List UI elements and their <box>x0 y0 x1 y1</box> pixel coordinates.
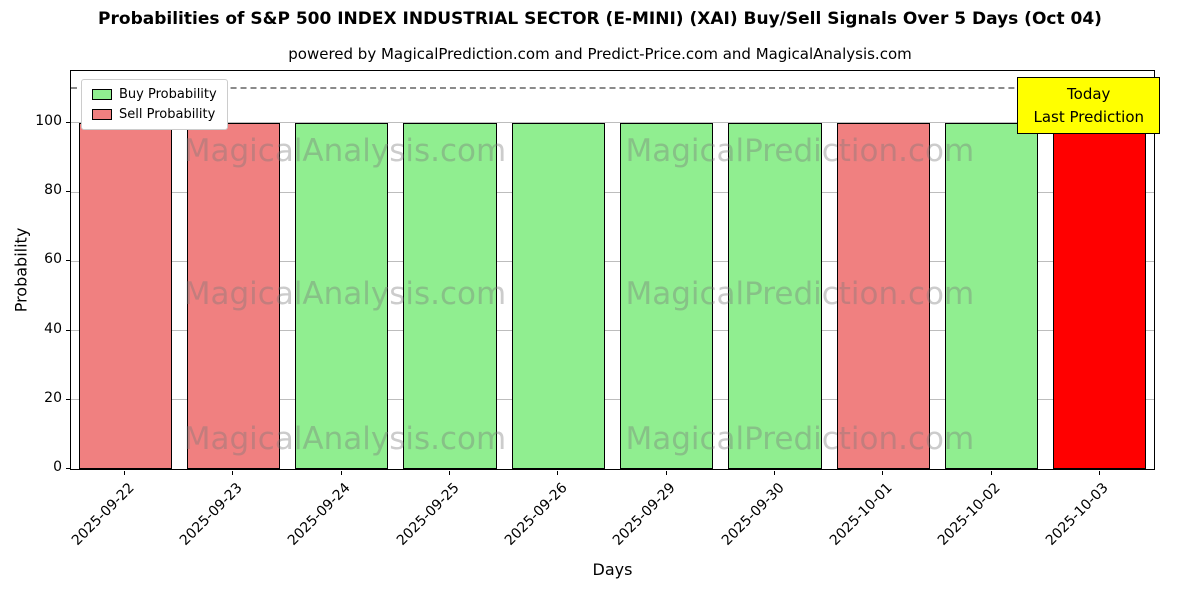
annotation-line-2: Last Prediction <box>1033 107 1144 126</box>
y-tick-label: 100 <box>35 112 62 129</box>
x-tick-label: 2025-09-29 <box>610 480 679 549</box>
bar <box>620 122 714 469</box>
x-tick-label: 2025-09-26 <box>501 480 571 549</box>
x-tick-label: 2025-09-24 <box>285 480 355 549</box>
plot-area: Buy Probability Sell Probability Today La… <box>70 70 1160 470</box>
dashed-threshold-line <box>71 87 1154 90</box>
legend-item: Buy Probability <box>92 87 217 102</box>
x-tick-mark <box>665 471 667 475</box>
annotation-line-1: Today <box>1067 85 1111 103</box>
y-tick-label: 80 <box>44 182 62 199</box>
watermark: MagicalAnalysis.com <box>183 275 507 312</box>
bar <box>1053 122 1147 469</box>
gridline <box>71 330 1154 332</box>
gridline <box>71 191 1154 193</box>
legend-swatch <box>92 109 112 120</box>
today-annotation: Today Last Prediction <box>1017 77 1160 134</box>
x-tick-mark <box>1098 471 1100 475</box>
y-tick-label: 0 <box>53 459 62 475</box>
x-tick-mark <box>340 471 342 475</box>
chart-title: Probabilities of S&P 500 INDEX INDUSTRIA… <box>98 9 1102 29</box>
x-tick-mark <box>124 471 126 475</box>
legend-item: Sell Probability <box>92 107 217 122</box>
watermark: MagicalPrediction.com <box>625 421 975 458</box>
x-tick-label: 2025-09-22 <box>68 480 138 549</box>
bar <box>78 122 172 469</box>
x-tick-mark <box>557 471 559 475</box>
y-tick-mark <box>66 398 70 400</box>
gridline <box>71 260 1154 262</box>
gridline <box>71 122 1154 124</box>
y-tick-mark <box>66 260 70 262</box>
y-tick-label: 40 <box>44 320 62 337</box>
y-tick-mark <box>66 121 70 123</box>
bar <box>403 122 497 469</box>
x-tick-mark <box>882 471 884 475</box>
bar <box>728 122 822 469</box>
watermark: MagicalAnalysis.com <box>183 132 507 169</box>
x-tick-mark <box>449 471 451 475</box>
gridline <box>71 399 1154 401</box>
bar <box>295 122 389 469</box>
y-tick-label: 60 <box>44 251 62 268</box>
legend-label: Buy Probability <box>119 87 217 102</box>
x-tick-label: 2025-10-02 <box>935 480 1004 549</box>
chart-subtitle: powered by MagicalPrediction.com and Pre… <box>288 45 912 63</box>
watermark: MagicalAnalysis.com <box>183 421 507 458</box>
legend-label: Sell Probability <box>119 107 216 122</box>
y-tick-label: 20 <box>44 389 62 406</box>
y-tick-mark <box>66 191 70 193</box>
x-tick-label: 2025-09-23 <box>176 480 246 549</box>
bar <box>944 122 1039 469</box>
x-tick-mark <box>232 471 234 475</box>
x-tick-label: 2025-09-25 <box>393 480 463 549</box>
bar <box>511 122 605 469</box>
bar <box>186 122 280 469</box>
x-axis-label: Days <box>592 560 633 579</box>
legend: Buy Probability Sell Probability <box>81 79 228 130</box>
legend-swatch <box>92 89 112 100</box>
y-tick-mark <box>66 468 70 469</box>
x-tick-mark <box>990 471 992 475</box>
x-tick-label: 2025-09-30 <box>718 480 788 549</box>
x-tick-label: 2025-10-01 <box>826 480 896 549</box>
bar <box>836 122 930 469</box>
watermark: MagicalPrediction.com <box>625 132 975 169</box>
y-axis-label: Probability <box>11 227 31 313</box>
x-axis: 2025-09-22 2025-09-23 2025-09-24 2025-09-25… <box>68 471 1155 563</box>
x-tick-mark <box>773 471 775 475</box>
y-tick-mark <box>66 329 70 331</box>
watermark: MagicalPrediction.com <box>625 275 975 312</box>
x-tick-label: 2025-10-03 <box>1043 480 1113 549</box>
